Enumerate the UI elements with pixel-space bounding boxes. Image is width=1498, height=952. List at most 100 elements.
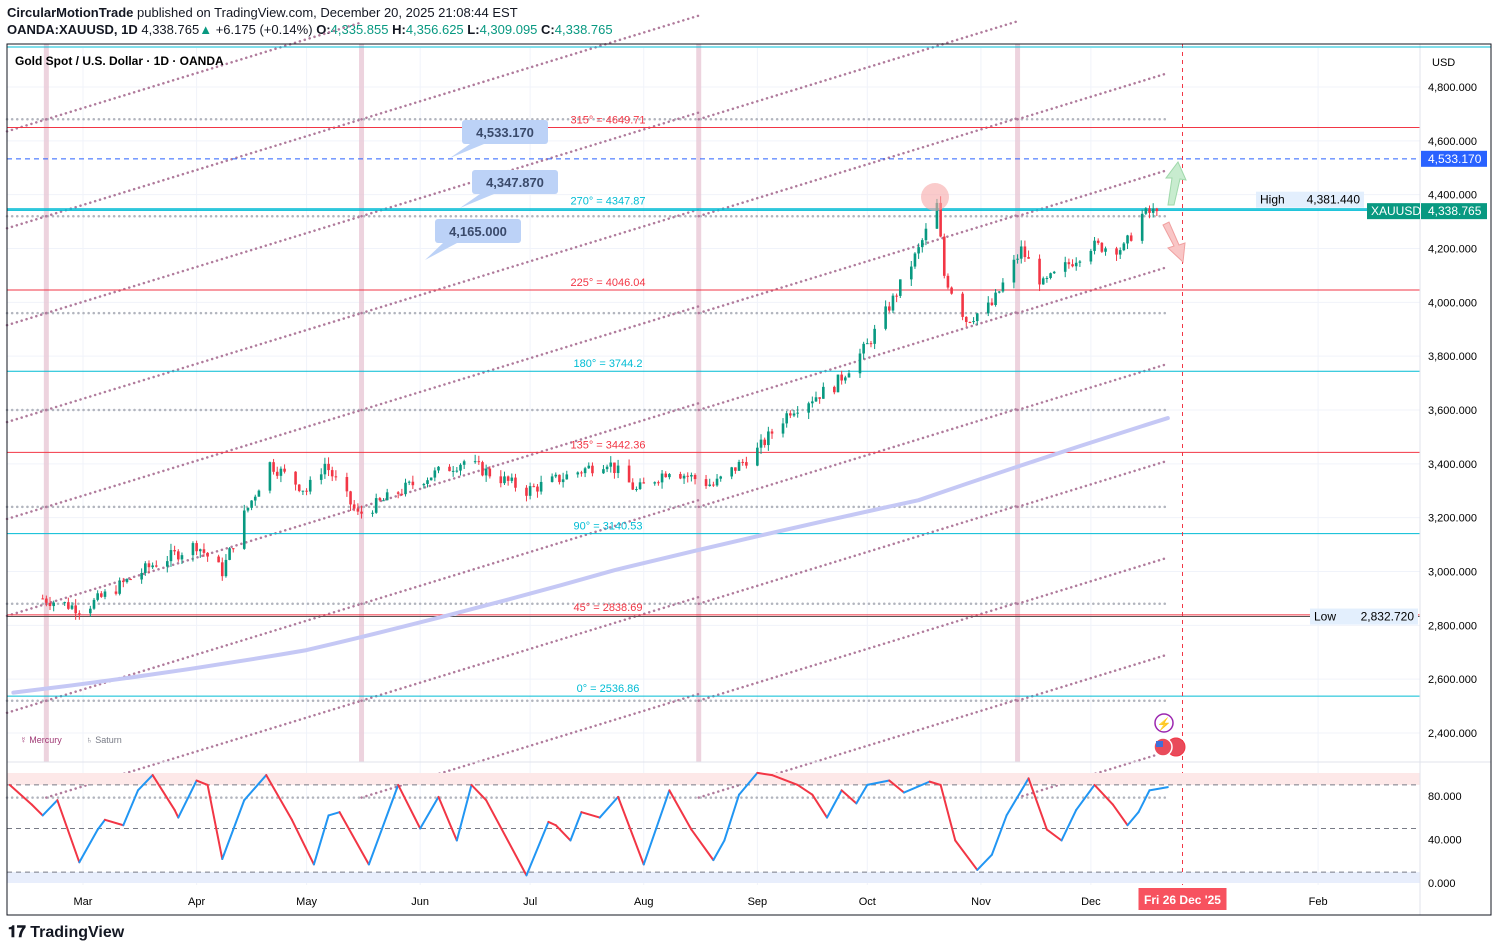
candle-body [78,613,81,615]
low-label: L: [467,22,480,37]
oscillator-segment [151,774,176,811]
candle-body [70,605,74,609]
candle-body [737,461,741,471]
legend-saturn: ♄ Saturn [86,735,122,745]
oscillator-segment [173,808,180,819]
oscillator-segment [136,774,154,792]
price-tick-label: 4,000.000 [1428,297,1477,309]
candle-body [352,504,356,509]
candle-body [767,431,770,446]
candle-body [198,549,202,552]
degree-level-label: 315° = 4649.71 [570,114,645,126]
cursor-date-label: Fri 26 Dec '25 [1144,893,1221,907]
time-tick-label: Sep [748,896,768,908]
candle-body [462,461,466,465]
candle-body [297,484,301,491]
candle-body [1019,246,1023,259]
oscillator-segment [41,799,59,817]
candle-body [781,423,785,434]
currency-label[interactable]: USD [1432,57,1455,69]
candle-body [975,313,979,322]
candle-body [1012,259,1016,283]
candle-body [1067,262,1071,265]
price-tick-label: 4,600.000 [1428,136,1477,148]
diagonal-dotted-line [697,504,1019,606]
planet-band [43,44,49,762]
oscillator-segment [338,811,370,866]
degree-level-label: 0° = 2536.86 [577,683,640,695]
oscillator-segment [598,795,620,819]
price-tick-label: 3,800.000 [1428,351,1477,363]
candle-body [144,563,147,573]
candle-body [1078,261,1082,263]
candle-body [1155,208,1159,212]
author[interactable]: CircularMotionTrade [7,5,134,20]
candle-body [1129,235,1133,241]
candle-body [1027,257,1030,259]
oscillator-segment [939,783,957,842]
candle-body [308,479,312,492]
oscillator-segment [470,783,488,802]
diagonal-dotted-line [45,214,363,315]
callout-pointer [460,194,494,208]
diagonal-dotted-line [697,20,1019,121]
candle-body [100,593,103,597]
candle-body [858,353,862,374]
candle-body [45,598,48,603]
candle-body [1118,250,1122,255]
close-value: 4,338.765 [554,22,613,37]
candle-body [473,461,477,463]
oscillator-segment [1148,786,1169,792]
oscillator-segment [738,771,759,796]
oscillator-segment [825,789,843,819]
candle-body [942,236,946,276]
oscillator-segment [554,824,572,842]
diagonal-dotted-line [5,602,48,618]
candle-body [448,466,451,472]
diagonal-dotted-line [697,310,1019,412]
oscillator-segment [419,795,440,830]
target-price-tag-bg [1421,150,1487,167]
diagonal-dotted-line [45,602,363,702]
candle-body [657,482,660,484]
candle-body [1016,258,1019,260]
candle-body [818,397,821,399]
planet-band [1015,44,1021,762]
oscillator-segment [723,793,741,842]
callout-label: 4,347.870 [486,175,544,190]
open-label: O: [316,22,331,37]
candle-body [917,247,920,254]
diagonal-dotted-line [697,213,1019,315]
candle-body [74,605,77,614]
high-price-tag-bg [1256,191,1364,208]
candle-body [613,462,616,474]
callout-label: 4,533.170 [476,125,534,140]
candle-body [891,295,895,311]
oscillator-segment [1093,783,1114,806]
price-tick-label: 2,600.000 [1428,674,1477,686]
candle-body [147,563,151,568]
time-tick-label: Jul [523,896,537,908]
candle-body [330,470,334,477]
last-price: 4,338.765 [141,22,200,37]
oscillator-segment [888,779,905,794]
oscillator-segment [30,803,44,817]
oscillator-segment [1126,811,1140,827]
price-tick-label: 2,400.000 [1428,728,1477,740]
candle-body [327,463,330,471]
candle-body [323,463,327,475]
candle-body [1115,248,1118,255]
chart-frame [6,43,1492,916]
candle-body [550,476,554,482]
candle-body [528,486,532,496]
candle-body [679,474,682,479]
candle-body [525,487,528,496]
oscillator-segment [367,783,400,866]
oscillator-segment [771,774,799,786]
oscillator-segment [569,811,583,842]
candle-body [847,373,851,378]
tradingview-logo[interactable]: 𝟏𝟕 TradingView [8,924,124,942]
candle-body [426,480,429,485]
low-value: 4,309.095 [479,22,538,37]
